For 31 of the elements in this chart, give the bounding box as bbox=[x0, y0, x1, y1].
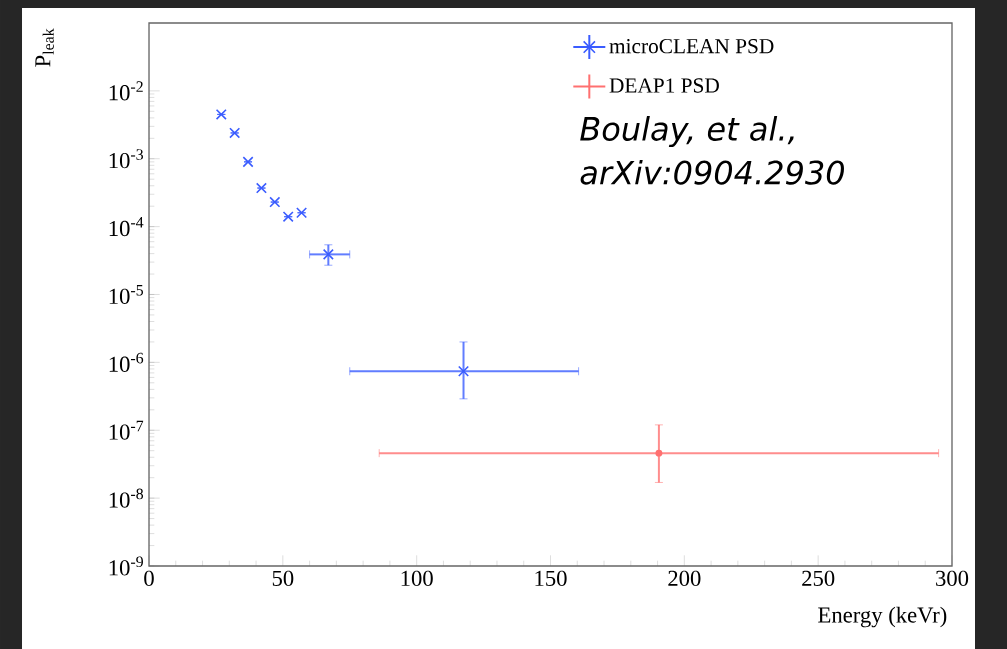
x-tick-label: 250 bbox=[802, 570, 835, 587]
y-tick-label: 10$^{-6}$ bbox=[109, 352, 144, 372]
x-tick-label: 200 bbox=[668, 570, 701, 587]
point bbox=[242, 156, 254, 168]
x-tick-label: 300 bbox=[936, 570, 969, 587]
y-tick-label: 10$^{-8}$ bbox=[109, 488, 144, 508]
y-tick-label: 10$^{-3}$ bbox=[109, 149, 144, 169]
y-tick-label: 10$^{-7}$ bbox=[109, 420, 144, 440]
x-axis-title: Energy (keVr) bbox=[818, 606, 947, 628]
x-tick-label: 150 bbox=[535, 570, 567, 587]
y-tick-label: 10$^{-9}$ bbox=[109, 556, 143, 576]
legend-label: DEAP1 PSD bbox=[609, 78, 719, 93]
y-tick-label: 10$^{-4}$ bbox=[109, 217, 144, 237]
point bbox=[255, 182, 267, 194]
x-tick-label: 0 bbox=[144, 570, 154, 587]
x-tick-label: 50 bbox=[272, 570, 294, 587]
point bbox=[458, 365, 470, 377]
y-tick-label: 10$^{-2}$ bbox=[109, 81, 143, 101]
point bbox=[322, 248, 334, 260]
x-tick-label: 100 bbox=[401, 570, 433, 587]
y-tick-label: 10$^{-5}$ bbox=[109, 285, 144, 304]
point bbox=[269, 196, 281, 208]
point bbox=[282, 211, 294, 223]
point bbox=[215, 108, 227, 120]
y-axis-title: P$_{leak}$ bbox=[35, 28, 54, 67]
annotation: Boulay, et al., bbox=[580, 116, 794, 148]
point bbox=[655, 449, 663, 457]
legend-label: microCLEAN PSD bbox=[609, 39, 774, 54]
point bbox=[229, 127, 241, 139]
annotation: arXiv:0904.2930 bbox=[580, 159, 844, 185]
point bbox=[296, 207, 308, 219]
